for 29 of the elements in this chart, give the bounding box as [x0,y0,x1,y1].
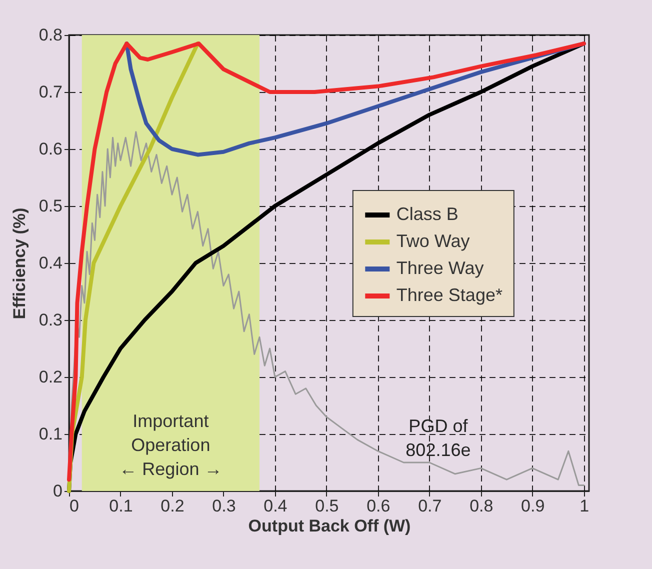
y-tick-label: 0.8 [38,26,62,44]
y-tick-label: 0.7 [38,82,62,102]
y-tick-label: 0 [53,482,62,500]
x-tick-label: 0.7 [418,496,442,516]
y-tick-label: 0.3 [38,310,62,330]
annotation: PGD of 802.16e [406,416,471,460]
legend-label: Three Stage* [396,285,502,306]
x-tick-label: 0.4 [264,496,288,516]
x-tick-label: 0.8 [470,496,494,516]
y-axis-title: Efficiency (%) [10,208,29,320]
y-tick-label: 0.1 [38,424,62,444]
x-tick-label: 0.5 [315,496,339,516]
legend-label: Three Way [396,258,484,278]
x-tick-label: 0 [70,496,79,516]
legend-label: Class B [396,204,458,224]
legend-label: Two Way [396,231,470,252]
y-tick-label: 0.6 [38,140,62,158]
x-tick-label: 0.9 [521,496,545,516]
y-tick-label: 0.4 [38,254,62,272]
x-tick-label: 0.2 [160,496,184,516]
y-tick-label: 0.2 [38,368,62,386]
x-tick-label: 0.3 [212,496,236,516]
band-label: Important Operation ← Region → [119,411,222,479]
line-series [68,131,585,486]
x-axis-title: Output Back Off (W) [248,516,411,536]
y-tick-label: 0.5 [38,196,62,216]
x-tick-label: 1 [580,496,590,516]
x-tick-label: 0.6 [366,496,390,516]
x-tick-label: 0.1 [109,496,133,516]
